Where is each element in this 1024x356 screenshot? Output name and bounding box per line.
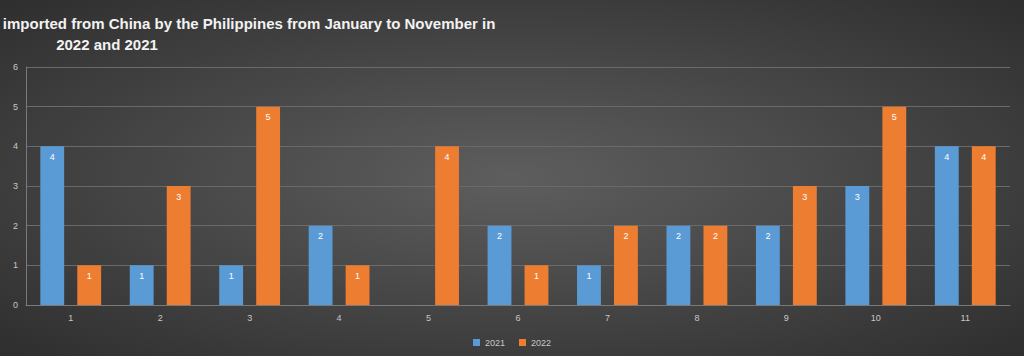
- svg-text:4: 4: [13, 141, 18, 151]
- svg-text:0: 0: [13, 300, 18, 310]
- svg-text:1: 1: [139, 271, 144, 281]
- svg-text:3: 3: [247, 313, 252, 323]
- svg-text:4: 4: [944, 152, 949, 162]
- svg-text:1: 1: [534, 271, 539, 281]
- svg-text:5: 5: [13, 102, 18, 112]
- svg-text:3: 3: [176, 192, 181, 202]
- svg-text:7: 7: [605, 313, 610, 323]
- svg-text:8: 8: [694, 313, 699, 323]
- svg-text:2: 2: [318, 231, 323, 241]
- svg-text:2: 2: [623, 231, 628, 241]
- svg-text:11: 11: [961, 313, 970, 323]
- svg-text:9: 9: [784, 313, 789, 323]
- svg-text:3: 3: [855, 192, 860, 202]
- svg-text:5: 5: [266, 112, 271, 122]
- svg-text:2022 and 2021: 2022 and 2021: [56, 36, 158, 53]
- svg-text:5: 5: [892, 112, 897, 122]
- svg-text:2: 2: [158, 313, 163, 323]
- svg-text:Comparison of the number of ji: Comparison of the number of jib cranes i…: [0, 15, 500, 32]
- svg-text:5: 5: [426, 313, 431, 323]
- svg-text:4: 4: [337, 313, 342, 323]
- svg-text:2022: 2022: [531, 338, 551, 348]
- svg-text:3: 3: [13, 181, 18, 191]
- svg-text:10: 10: [871, 313, 881, 323]
- svg-text:1: 1: [229, 271, 234, 281]
- svg-text:6: 6: [515, 313, 520, 323]
- svg-text:2: 2: [13, 221, 18, 231]
- svg-text:4: 4: [981, 152, 986, 162]
- svg-text:6: 6: [13, 62, 18, 72]
- svg-text:1: 1: [87, 271, 92, 281]
- svg-text:1: 1: [586, 271, 591, 281]
- svg-text:1: 1: [13, 260, 18, 270]
- svg-text:2: 2: [676, 231, 681, 241]
- svg-text:2021: 2021: [485, 338, 505, 348]
- svg-text:2: 2: [497, 231, 502, 241]
- svg-text:4: 4: [50, 152, 55, 162]
- svg-text:3: 3: [802, 192, 807, 202]
- svg-text:2: 2: [765, 231, 770, 241]
- svg-text:2: 2: [713, 231, 718, 241]
- svg-text:1: 1: [355, 271, 360, 281]
- svg-text:4: 4: [445, 152, 450, 162]
- svg-text:1: 1: [68, 313, 73, 323]
